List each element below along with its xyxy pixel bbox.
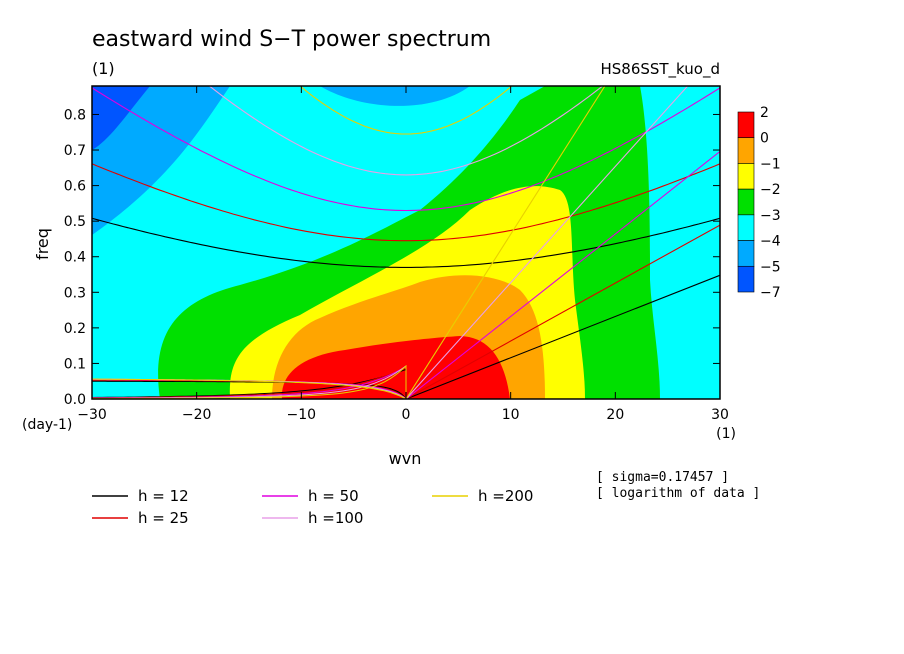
inertio-gravity-curve [208,86,604,176]
colorbar-level-label: −2 [760,182,781,198]
inertio-gravity-curve [92,163,720,242]
colorbar-swatch [737,188,755,216]
inertio-gravity-curve [92,87,720,212]
legend-label: h =200 [478,487,533,505]
y-tick-label: 0.4 [64,250,86,266]
contour-level-blue-top [320,86,470,106]
x-axis-unit: (1) [716,426,736,442]
chart-title: eastward wind S−T power spectrum [92,27,491,52]
y-tick-label: 0.5 [64,214,86,230]
inertio-gravity-curve [299,86,513,135]
kelvin-wave-curve [405,150,720,399]
legend-label: h =100 [308,509,363,527]
legend-label: h = 50 [308,487,359,505]
y-axis-unit: (day-1) [22,417,72,433]
colorbar-swatch [737,163,755,190]
contour-fill-area [92,86,720,399]
x-tick-label: 20 [606,407,624,423]
x-tick-label: −30 [77,407,107,423]
curve-legend: h = 12 h = 25 h = 50 h =100 h =200 [92,487,533,527]
kelvin-wave-curve [405,274,720,399]
chart-subtitle-left: (1) [92,59,115,78]
colorbar-level-label: −3 [760,208,781,224]
contour-level-blue [92,86,230,235]
y-tick-label: 0.8 [64,107,86,123]
colorbar-level-label: 2 [760,105,769,121]
y-tick-label: 0.1 [64,356,86,372]
colorbar-swatch [737,214,755,241]
legend-label: h = 12 [138,487,189,505]
dispersion-curves [92,86,720,399]
colorbar: 2 0 −1 −2 −3 −4 −5 −7 [737,105,781,301]
colorbar-swatch [737,111,755,139]
inertio-gravity-curve [92,217,720,268]
y-tick-label: 0.3 [64,285,86,301]
contour-level-darkblue [92,86,150,150]
y-axis: 0.0 0.1 0.2 0.3 0.4 0.5 0.6 0.7 0.8 [64,107,720,408]
colorbar-swatch [737,265,755,293]
x-tick-label: 30 [711,407,729,423]
colorbar-swatch [737,240,755,267]
x-tick-label: 0 [402,407,411,423]
kelvin-wave-curve [405,86,689,399]
colorbar-swatch [737,137,755,164]
y-tick-label: 0.2 [64,321,86,337]
colorbar-level-label: −5 [760,259,781,275]
x-tick-label: 10 [502,407,520,423]
note-sigma: [ sigma=0.17457 ] [596,470,729,485]
x-tick-label: −10 [287,407,317,423]
x-axis: −30 −20 −10 0 10 20 30 [77,86,729,423]
x-axis-label: wvn [389,449,422,468]
kelvin-wave-curve [405,224,720,399]
rossby-wave-curve [92,378,407,399]
x-tick-label: −20 [182,407,212,423]
y-axis-label: freq [33,228,52,260]
y-tick-label: 0.0 [64,392,86,408]
colorbar-level-label: −1 [760,156,781,172]
colorbar-level-label: −4 [760,234,781,250]
kelvin-wave-curve [405,86,606,399]
colorbar-level-label: 0 [760,131,769,147]
colorbar-level-label: −7 [760,285,781,301]
chart-subtitle-right: HS86SST_kuo_d [600,60,720,79]
y-tick-label: 0.7 [64,143,86,159]
note-logarithm: [ logarithm of data ] [596,486,760,501]
legend-label: h = 25 [138,509,189,527]
y-tick-label: 0.6 [64,179,86,195]
